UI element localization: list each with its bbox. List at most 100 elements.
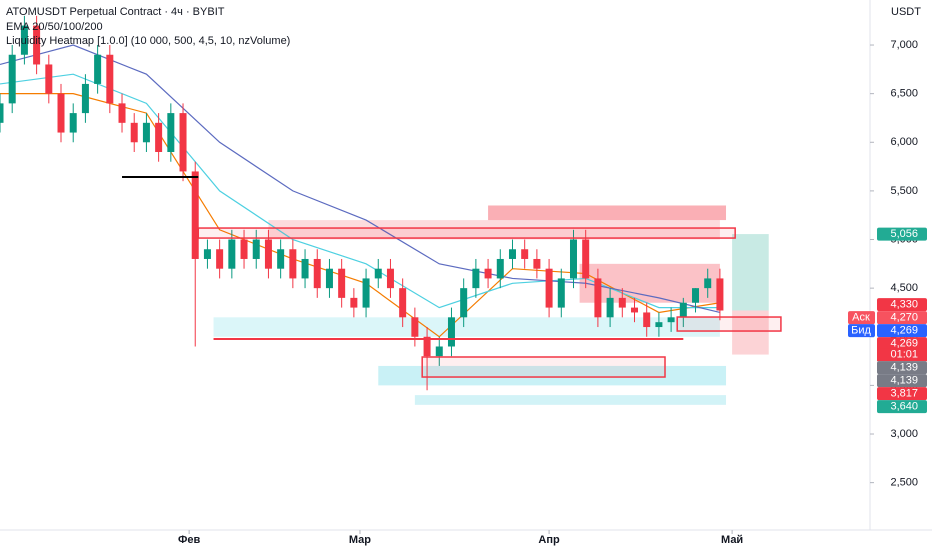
price-label-box (877, 337, 927, 351)
candle-body (423, 336, 431, 357)
candle-body (228, 239, 236, 269)
candle-body (447, 317, 455, 347)
candle-body (545, 268, 553, 308)
candle-body (69, 113, 77, 133)
price-label-box (877, 311, 927, 325)
candle-body (411, 317, 419, 337)
candle-body (435, 346, 443, 357)
x-tick-label: Май (721, 534, 743, 546)
drawn-box (197, 227, 736, 239)
candle-body (496, 258, 504, 279)
y-tick-label: 3,000 (890, 428, 918, 440)
x-tick-label: Апр (538, 534, 560, 546)
countdown-box (877, 348, 927, 362)
y-tick-label: 2,500 (890, 477, 918, 489)
price-label: 4,270 (890, 312, 918, 324)
candle-body (350, 297, 358, 308)
currency: USDT (891, 6, 921, 18)
candle-body (325, 268, 333, 289)
candle-body (338, 268, 346, 298)
candle-body (374, 268, 382, 279)
chart-title: ATOMUSDT Perpetual Contract · 4ч · BYBIT (6, 6, 225, 18)
liquidity-zone (414, 395, 727, 405)
price-label: 3,817 (890, 388, 918, 400)
candle-body (20, 25, 28, 55)
candle-body (313, 258, 321, 289)
price-label-box (877, 298, 927, 312)
candle-body (130, 122, 138, 143)
drawn-box (676, 316, 782, 332)
indicator-heatmap: Liquidity Heatmap [1.0.0] (10 000, 500, … (6, 35, 290, 47)
candle-body (216, 249, 224, 269)
y-tick-label: 6,000 (890, 136, 918, 148)
price-tag-box (848, 324, 875, 338)
price-label-box (877, 400, 927, 414)
candle-body (643, 312, 651, 328)
candle-body (33, 25, 41, 65)
candle-body (631, 307, 639, 313)
price-tag-box (848, 311, 875, 325)
candle-body (484, 268, 492, 279)
candle-body (533, 258, 541, 269)
candle-body (8, 54, 16, 104)
candle-body (45, 64, 53, 94)
price-label-box (877, 387, 927, 401)
price-label-box (877, 361, 927, 375)
candle-body (557, 278, 565, 308)
candle-body (460, 288, 468, 318)
price-label: 4,139 (890, 375, 918, 387)
price-label: 3,640 (890, 401, 918, 413)
price-label: 4,330 (890, 299, 918, 311)
candle-body (57, 93, 65, 133)
candle-body (289, 249, 297, 279)
candle-body (704, 278, 712, 289)
candle-body (179, 113, 187, 172)
candle-body (155, 122, 163, 152)
price-label: 5,056 (890, 228, 918, 240)
candle-body (81, 83, 89, 114)
candle-body (167, 113, 175, 152)
candle-body (386, 268, 394, 289)
candle-body (716, 278, 724, 311)
x-tick-label: Фев (178, 534, 201, 546)
candle-body (203, 249, 211, 259)
liquidity-zone (378, 365, 727, 386)
liquidity-zone (488, 205, 727, 221)
candle-body (667, 317, 675, 323)
drawn-box (421, 356, 666, 378)
countdown: 01:01 (890, 349, 918, 361)
candle-body (240, 239, 248, 259)
price-label-box (877, 374, 927, 388)
x-tick-label: Мар (349, 534, 371, 546)
price-label: 4,139 (890, 362, 918, 374)
candle-body (277, 249, 285, 269)
candle-body (142, 122, 150, 143)
candle-body (191, 171, 199, 259)
candle-body (594, 278, 602, 318)
candle-body (508, 249, 516, 259)
candle-body (582, 239, 590, 279)
position-stop (732, 310, 769, 355)
candle-body (679, 302, 687, 318)
candle-body (692, 288, 700, 303)
candle-body (264, 239, 272, 269)
candle-body (618, 297, 626, 308)
price-tag: Бид (851, 325, 871, 337)
indicator-ema: EMA 20/50/100/200 (6, 21, 103, 33)
plot-area (0, 15, 782, 405)
price-label: 4,269 (890, 338, 918, 350)
y-tick-label: 7,000 (890, 39, 918, 51)
price-tag: Аск (852, 312, 870, 324)
candle-body (118, 103, 126, 123)
candle-body (569, 239, 577, 279)
y-tick-label: 5,500 (890, 185, 918, 197)
candle-body (521, 249, 529, 259)
candle-body (472, 268, 480, 289)
candle-body (606, 297, 614, 318)
candle-body (655, 322, 663, 328)
position-target (732, 234, 769, 311)
candle-body (0, 103, 4, 123)
candle-body (106, 54, 114, 104)
